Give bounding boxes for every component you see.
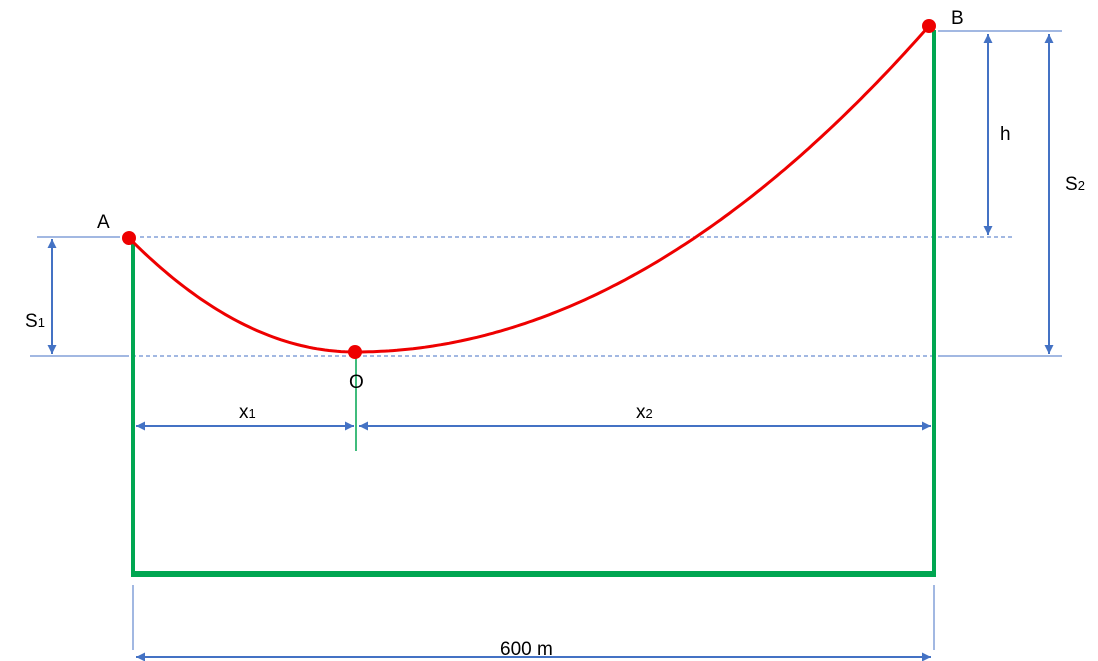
- s2-label-main: S: [1065, 174, 1078, 195]
- x1-label-sub: 1: [249, 406, 256, 421]
- s1-label-main: S: [25, 311, 38, 332]
- supports: [131, 30, 936, 577]
- s2-label-sub: 2: [1078, 178, 1085, 193]
- x1-label: x1: [239, 402, 256, 423]
- level-lines: [125, 236, 1013, 357]
- point-b-label: B: [951, 8, 964, 29]
- x2-label: x2: [636, 402, 653, 423]
- x2-label-sub: 2: [646, 406, 653, 421]
- extension-lines: [30, 30, 1062, 650]
- x2-label-main: x: [636, 402, 646, 423]
- s1-label: S1: [25, 311, 45, 332]
- dimension-arrows: [47, 34, 1054, 661]
- s2-label: S2: [1065, 174, 1085, 195]
- point-b-dot: [922, 19, 936, 33]
- points: [122, 19, 936, 359]
- s1-label-sub: 1: [38, 315, 45, 330]
- cable-curve: [127, 25, 931, 354]
- point-o-dot: [348, 345, 362, 359]
- x1-label-main: x: [239, 402, 249, 423]
- point-a-label: A: [97, 212, 110, 233]
- point-o-label: O: [349, 372, 364, 393]
- span-label: 600 m: [500, 639, 553, 660]
- point-a-dot: [122, 231, 136, 245]
- h-label: h: [1000, 124, 1011, 145]
